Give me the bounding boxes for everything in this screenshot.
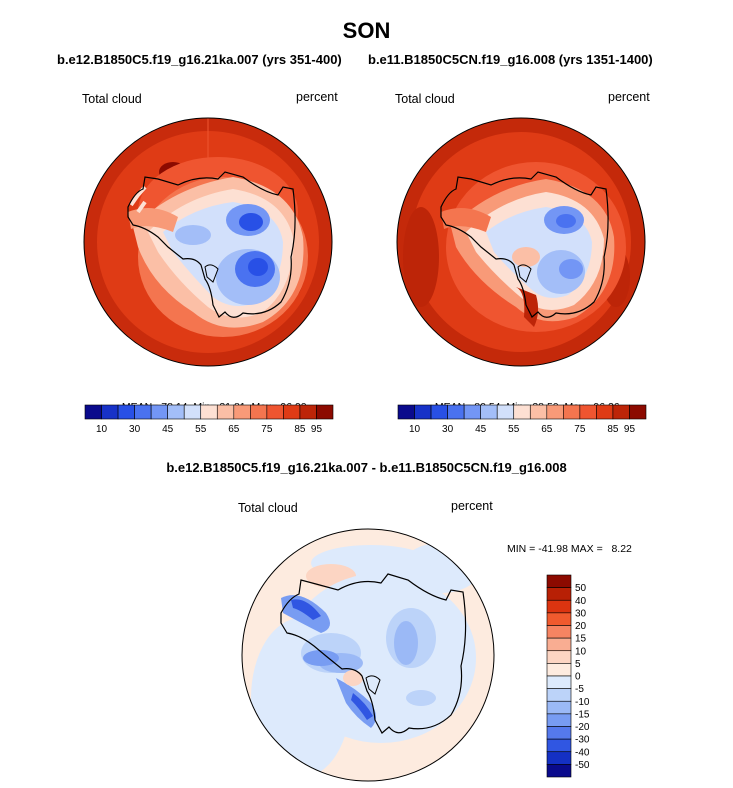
left-colorbar-swatch [183, 404, 202, 420]
diff-colorbar-tick-label: -5 [575, 684, 584, 695]
left-colorbar-swatch [200, 404, 218, 420]
right-colorbar-swatch [480, 404, 498, 420]
diff-colorbar-tick-label: 15 [575, 634, 587, 645]
run-label-right: b.e11.B1850C5CN.f19_g16.008 (yrs 1351-14… [368, 52, 653, 67]
diff-colorbar-swatch [546, 637, 572, 652]
diff-colorbar-swatch [546, 612, 572, 626]
diff-colorbar-tick-label: 0 [575, 672, 581, 683]
left-colorbar-tick-label: 85 [294, 424, 306, 435]
diff-colorbar-swatch [546, 751, 572, 765]
diff-colorbar-tick-label: -20 [575, 722, 590, 733]
diff-colorbar-swatch [546, 574, 572, 588]
diff-colorbar-swatch [546, 726, 572, 740]
diff-colorbar-swatch [546, 675, 572, 689]
left-colorbar-swatch [101, 404, 119, 420]
right-colorbar-tick-label: 55 [508, 424, 520, 435]
right-colorbar-swatch [496, 404, 515, 420]
right-colorbar-swatch [546, 404, 564, 420]
right-colorbar-tick-label: 85 [607, 424, 619, 435]
diff-colorbar-swatch [546, 713, 572, 727]
right-colorbar-tick-label: 65 [541, 424, 553, 435]
right-colorbar-swatch [414, 404, 432, 420]
left-colorbar-swatch [266, 404, 284, 420]
diff-colorbar-tick-label: 50 [575, 583, 587, 594]
right-units-label: percent [608, 90, 650, 104]
left-variable-label: Total cloud [82, 92, 142, 106]
left-colorbar-tick-label: 75 [261, 424, 273, 435]
diff-colorbar-swatch [546, 663, 572, 677]
left-colorbar-swatch [134, 404, 152, 420]
diff-colorbar-tick-label: -10 [575, 697, 590, 708]
left-colorbar-swatch [316, 404, 334, 420]
right-colorbar-swatch [563, 404, 581, 420]
right-colorbar-swatch [397, 404, 415, 420]
diff-colorbar-tick-label: 5 [575, 659, 581, 670]
diff-colorbar-tick-label: -50 [575, 760, 590, 771]
diff-colorbar-tick-label: -40 [575, 747, 590, 758]
right-colorbar-swatch [529, 404, 548, 420]
right-colorbar-swatch [430, 404, 448, 420]
diff-polar-map [241, 528, 495, 782]
right-colorbar-tick-label: 30 [442, 424, 454, 435]
diff-colorbar-swatch [546, 587, 572, 601]
diff-colorbar-swatch [546, 625, 572, 639]
right-colorbar-tick-label: 95 [624, 424, 636, 435]
left-colorbar-swatch [233, 404, 251, 420]
right-colorbar-swatch [629, 404, 647, 420]
right-polar-map [396, 117, 646, 367]
left-colorbar-tick-label: 55 [195, 424, 207, 435]
left-colorbar-tick-label: 45 [162, 424, 174, 435]
right-variable-label: Total cloud [395, 92, 455, 106]
right-colorbar-tick-label: 45 [475, 424, 487, 435]
left-colorbar: 10 30 45 55 65 75 85 95 [84, 404, 334, 435]
left-colorbar-swatch [150, 404, 168, 420]
diff-variable-label: Total cloud [238, 501, 298, 515]
diff-colorbar-swatch [546, 599, 572, 614]
page-title: SON [342, 18, 391, 43]
diff-colorbar-swatch [546, 688, 572, 702]
right-colorbar-swatch [447, 404, 465, 420]
left-colorbar-swatch [283, 404, 301, 420]
left-colorbar-swatch [216, 404, 235, 420]
run-label-left: b.e12.B1850C5.f19_g16.21ka.007 (yrs 351-… [57, 52, 342, 67]
left-colorbar-swatch [84, 404, 102, 420]
right-colorbar-swatch [612, 404, 630, 420]
left-colorbar-tick-label: 10 [96, 424, 108, 435]
left-polar-map [83, 117, 333, 367]
right-colorbar-tick-label: 10 [409, 424, 421, 435]
right-colorbar-swatch [579, 404, 597, 420]
diff-colorbar-tick-label: -15 [575, 709, 590, 720]
diff-units-label: percent [451, 499, 493, 513]
right-colorbar-tick-label: 75 [574, 424, 586, 435]
right-colorbar-swatch [463, 404, 481, 420]
left-colorbar-swatch [117, 404, 135, 420]
diff-colorbar-swatch [546, 650, 572, 664]
diff-colorbar-swatch [546, 700, 572, 715]
left-colorbar-tick-label: 30 [129, 424, 141, 435]
left-units-label: percent [296, 90, 338, 104]
diff-minmax: MIN = -41.98 MAX = 8.22 [507, 543, 632, 555]
left-colorbar-swatch [299, 404, 317, 420]
diff-colorbar-tick-label: 40 [575, 596, 587, 607]
diff-colorbar-tick-label: 30 [575, 608, 587, 619]
right-colorbar-swatch [596, 404, 614, 420]
diff-run-label: b.e12.B1850C5.f19_g16.21ka.007 - b.e11.B… [166, 460, 567, 475]
diff-colorbar-tick-label: 10 [575, 646, 587, 657]
left-colorbar-tick-label: 65 [228, 424, 240, 435]
right-colorbar-swatch [513, 404, 531, 420]
diff-colorbar-tick-label: 20 [575, 621, 587, 632]
left-colorbar-swatch [250, 404, 268, 420]
diff-colorbar-tick-label: -30 [575, 735, 590, 746]
left-colorbar-tick-label: 95 [311, 424, 323, 435]
left-colorbar-swatch [167, 404, 185, 420]
right-colorbar: 10 30 45 55 65 75 85 95 [397, 404, 647, 435]
diff-colorbar-swatch [546, 764, 572, 778]
diff-colorbar-swatch [546, 738, 572, 753]
